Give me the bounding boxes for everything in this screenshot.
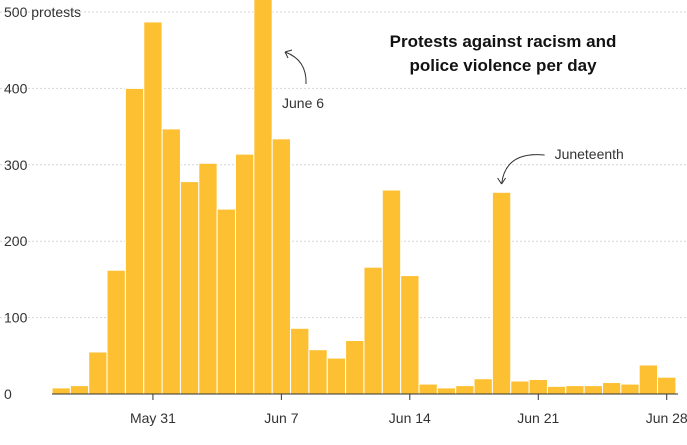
y-tick-label: 200 [4,233,28,249]
annotation-arrow-juneteenth [501,154,545,185]
bar [436,387,457,395]
bar [88,351,108,395]
annotation-label-june6: June 6 [282,95,324,111]
annotations: June 6 Juneteenth [282,49,624,185]
bar [565,385,585,395]
y-tick-label: 0 [4,386,12,402]
chart-title-line-2: police violence per day [409,56,597,75]
x-tick-label: May 31 [130,410,176,426]
bar [69,385,90,395]
chart-title: Protests against racism and police viole… [390,32,617,75]
bar [657,376,677,395]
bar [620,383,640,395]
bar [235,153,255,395]
x-tick-label: Jun 28 [646,410,687,426]
bar [143,21,163,395]
bar [546,385,567,395]
bar [638,364,659,395]
bar [528,378,548,395]
bar [124,87,145,395]
annotation-arrow-june6 [284,51,307,85]
y-tick-label: 400 [4,80,28,96]
bar [583,385,604,395]
x-tick-label: Jun 7 [264,410,298,426]
bar [400,275,420,395]
annotation-label-juneteenth: Juneteenth [555,146,624,162]
bar [326,357,347,395]
bar [381,189,402,395]
chart-title-line-1: Protests against racism and [390,32,617,51]
y-tick-label: 500 protests [4,4,81,20]
y-tick-label: 100 [4,310,28,326]
bar [198,162,218,395]
bar [510,380,530,395]
y-tick-label: 300 [4,157,28,173]
annotation-arrowhead-june6 [284,49,293,59]
y-axis-labels: 0 100 200 300 400 500 protests [4,4,81,402]
x-tick-label: Jun 21 [517,410,559,426]
bar [363,266,383,395]
bar [602,382,622,395]
annotation-arrowhead-juneteenth [497,177,506,185]
bar [51,387,71,395]
bar [253,0,273,395]
x-axis: May 31 Jun 7 Jun 14 Jun 21 Jun 28 [52,393,687,426]
bar [455,385,475,395]
bar [216,208,236,395]
bar [106,269,126,395]
bar [179,181,200,395]
bar [308,349,328,395]
bar [418,383,438,395]
bar [473,378,493,395]
x-tick-label: Jun 14 [389,410,431,426]
gridlines [0,11,687,319]
bar [271,138,292,395]
bar [345,340,365,395]
bar [290,327,310,395]
bar [161,128,181,395]
bar [491,191,512,395]
